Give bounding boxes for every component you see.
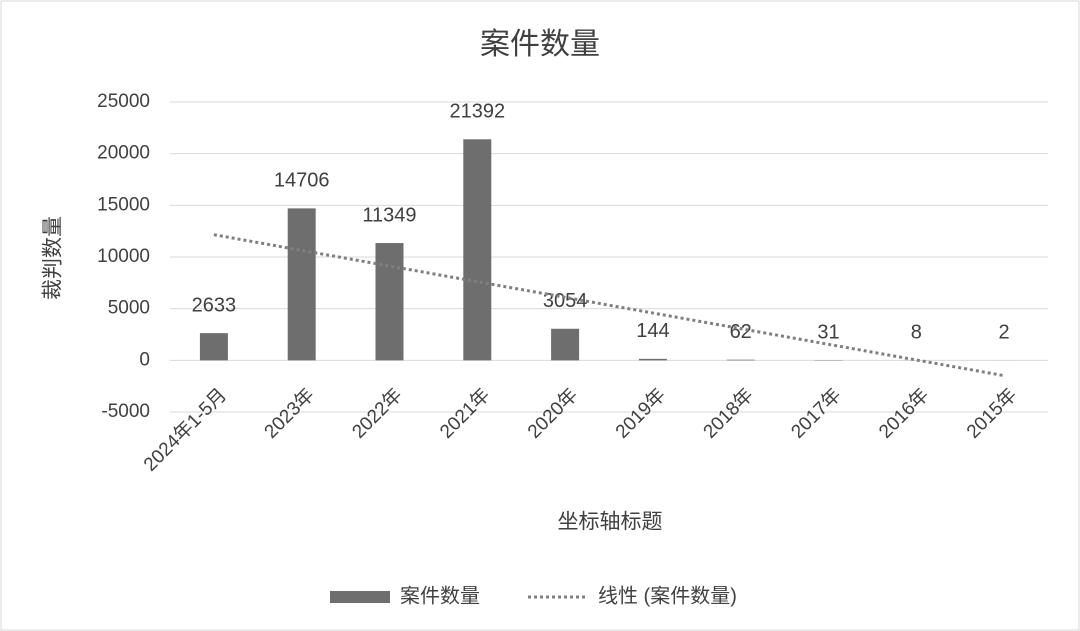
bar [551, 328, 580, 361]
y-axis-title: 裁判数量 [42, 216, 65, 300]
data-label: 14706 [274, 170, 330, 192]
data-label: 11349 [362, 204, 416, 226]
data-label: 3054 [543, 290, 588, 312]
y-tick-label: 15000 [97, 194, 150, 215]
data-label: 31 [817, 321, 839, 343]
y-tick-label: -5000 [101, 401, 150, 422]
x-axis-title: 坐标轴标题 [558, 511, 663, 534]
data-label: 144 [636, 320, 669, 342]
y-tick-label: 0 [139, 349, 150, 370]
bar [463, 139, 492, 361]
bar [726, 359, 755, 361]
trend-line [213, 233, 1005, 378]
legend-label: 线性 (案件数量) [598, 584, 737, 607]
bar [638, 358, 667, 361]
bar [287, 208, 316, 361]
y-tick-label: 25000 [97, 91, 150, 112]
data-label: 21392 [449, 101, 505, 123]
y-tick-label: 5000 [108, 298, 150, 319]
legend-label: 案件数量 [400, 584, 480, 607]
data-label: 2 [999, 322, 1010, 344]
data-label: 2633 [192, 294, 237, 316]
bar [375, 243, 404, 361]
legend-swatch [330, 591, 390, 603]
y-tick-label: 20000 [97, 143, 150, 164]
chart-title: 案件数量 [480, 28, 600, 61]
data-label: 62 [730, 321, 752, 343]
y-tick-label: 10000 [97, 246, 150, 267]
bar [199, 333, 228, 361]
data-label: 8 [911, 322, 922, 344]
